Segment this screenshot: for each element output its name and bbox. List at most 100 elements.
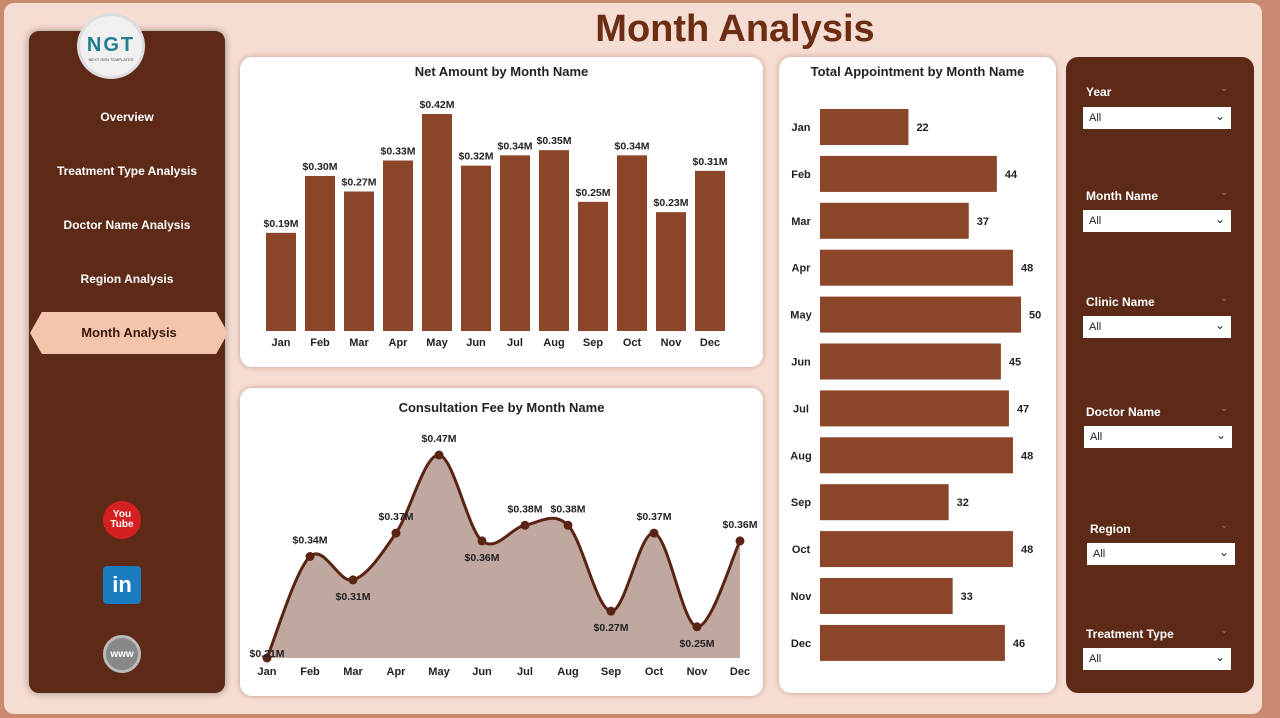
globe-icon[interactable]: www [103,635,141,673]
nav-doctor-name-analysis[interactable]: Doctor Name Analysis [63,218,191,232]
chevron-down-icon[interactable]: ⌄ [1220,83,1229,94]
data-label: $0.23M [653,197,688,209]
filter-dropdown[interactable]: All ⌄ [1083,316,1231,338]
x-tick-label: May [426,337,448,349]
x-tick-label: May [428,666,450,678]
bar [820,155,997,192]
ngt-logo: NGT NEXT GEN TEMPLATES [77,13,145,79]
y-tick-label: Apr [792,263,812,275]
data-label: $0.42M [419,99,454,111]
data-label: $0.37M [378,511,413,523]
filter-value: All [1089,321,1102,333]
bar [383,160,413,331]
chevron-down-icon[interactable]: ⌄ [1220,187,1229,198]
filter-label: Year [1086,85,1112,99]
bar [820,531,1013,568]
x-tick-label: Mar [343,666,363,678]
filter-dropdown[interactable]: All ⌄ [1083,107,1231,129]
youtube-icon[interactable]: You Tube [103,501,141,539]
y-tick-label: Jun [791,357,811,369]
nav-month-analysis[interactable]: Month Analysis [30,312,228,354]
x-tick-label: Oct [623,337,642,349]
y-tick-label: Mar [791,216,811,228]
data-label: $0.25M [679,638,714,650]
x-tick-label: Oct [645,666,664,678]
data-point [563,520,573,530]
data-label: $0.33M [380,146,415,158]
chevron-down-icon: ⌄ [1214,318,1225,332]
y-tick-label: Oct [792,544,811,556]
bar [820,109,909,145]
bar [344,191,374,331]
nav-region-analysis[interactable]: Region Analysis [80,272,174,286]
filter-value: All [1089,653,1102,665]
x-tick-label: Mar [349,337,369,349]
data-label: $0.25M [575,187,610,199]
data-label: 22 [916,122,928,134]
bar [578,201,608,331]
chevron-down-icon[interactable]: ⌄ [1220,520,1229,531]
x-tick-label: Jun [466,337,486,349]
bar [422,114,452,331]
x-tick-label: Jan [258,666,277,678]
bar [820,202,969,239]
y-tick-label: Aug [790,450,811,462]
data-label: $0.27M [593,622,628,634]
chevron-down-icon: ⌄ [1214,212,1225,226]
data-point [262,653,272,663]
data-label: 48 [1021,263,1033,275]
filter-value: All [1089,112,1102,124]
nav-treatment-type-analysis[interactable]: Treatment Type Analysis [56,164,198,178]
y-tick-label: Jan [792,122,811,134]
x-tick-label: Aug [557,666,578,678]
bar [820,296,1021,333]
data-label: $0.34M [497,140,532,152]
bar [266,232,296,331]
x-tick-label: Aug [543,337,564,349]
bar [820,624,1005,661]
chart-title: Net Amount by Month Name [414,64,589,79]
chevron-down-icon[interactable]: ⌄ [1220,625,1229,636]
x-tick-label: Jan [272,337,291,349]
data-label: 48 [1021,544,1033,556]
data-point [692,622,702,632]
filter-dropdown[interactable]: All ⌄ [1083,210,1231,232]
bar [820,484,949,521]
filter-value: All [1093,548,1106,560]
bar [539,150,569,331]
y-tick-label: Dec [791,638,811,650]
page-title: Month Analysis [595,8,875,50]
data-point [391,528,401,538]
chevron-down-icon[interactable]: ⌄ [1220,293,1229,304]
filter-dropdown[interactable]: All ⌄ [1087,543,1235,565]
chevron-down-icon: ⌄ [1214,650,1225,664]
x-tick-label: Jul [507,337,523,349]
bar [656,212,686,331]
linkedin-icon[interactable]: in [103,566,141,604]
filter-dropdown[interactable]: All ⌄ [1084,426,1232,448]
filter-label: Doctor Name [1086,405,1161,419]
bar [820,578,953,614]
chevron-down-icon: ⌄ [1214,109,1225,123]
nav-overview[interactable]: Overview [100,110,154,124]
filter-dropdown[interactable]: All ⌄ [1083,648,1231,670]
data-label: 32 [957,497,969,509]
y-tick-label: Feb [791,169,811,181]
bar [305,176,335,331]
data-label: 33 [961,591,973,603]
bar [820,249,1013,286]
data-label: 45 [1009,357,1021,369]
appointments-chart: Jan 22 Feb 44 Mar 37 Apr 48 May 50 Jun 45 Jul 47 Aug 48… [790,109,1041,661]
data-label: $0.37M [636,511,671,523]
bar [695,170,725,331]
x-tick-label: Apr [387,666,407,678]
bar [820,390,1009,427]
data-label: $0.21M [249,648,284,660]
data-label: 47 [1017,403,1029,415]
x-tick-label: Dec [700,337,720,349]
data-point [649,528,659,538]
chevron-down-icon[interactable]: ⌄ [1220,403,1229,414]
data-label: $0.47M [421,433,456,445]
x-tick-label: Apr [389,337,409,349]
y-tick-label: Sep [791,497,811,509]
